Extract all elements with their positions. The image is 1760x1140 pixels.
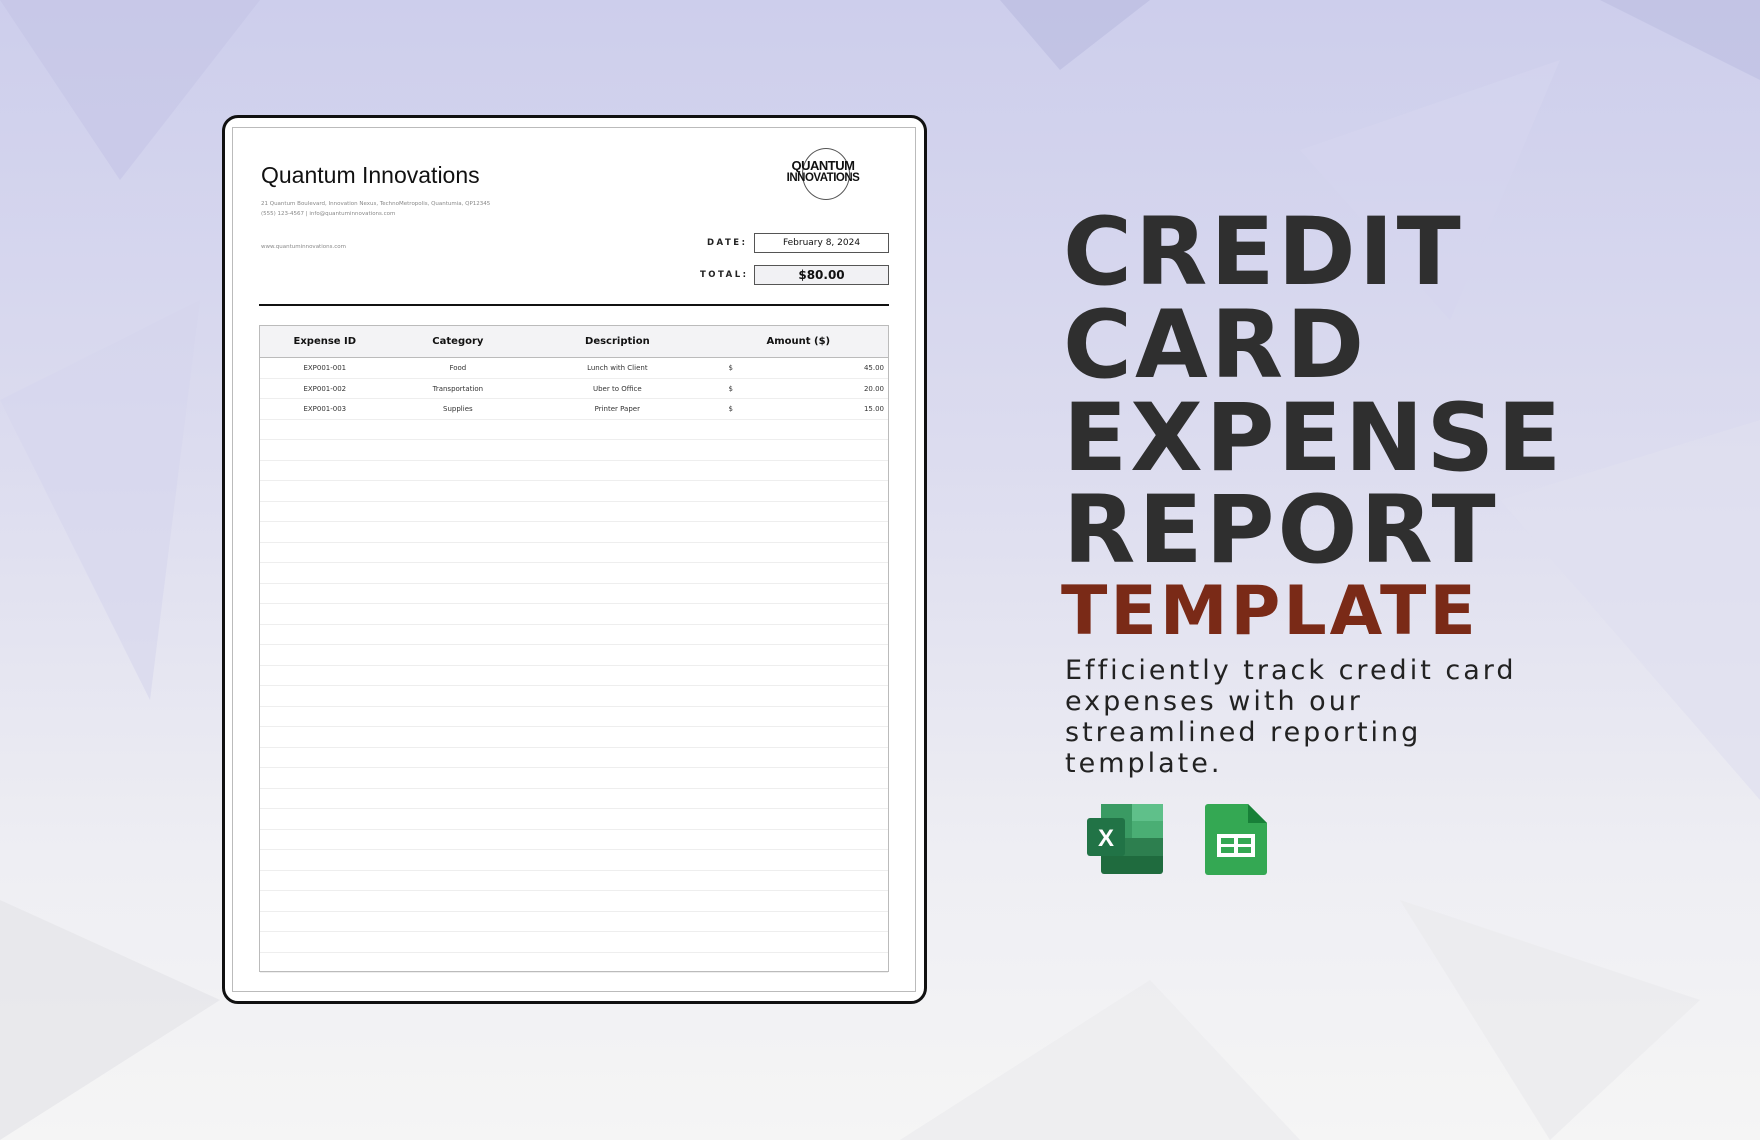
headline-line: EXPENSE [1063, 384, 1565, 493]
cell-category: Supplies [443, 405, 473, 413]
table-row [260, 440, 888, 461]
date-label: DATE: [707, 238, 748, 248]
table-row [260, 420, 888, 440]
divider [259, 304, 889, 306]
cell-expense-id: EXP001-001 [303, 364, 347, 372]
table-row [260, 830, 888, 850]
table-row [260, 481, 888, 502]
company-name: Quantum Innovations [261, 162, 480, 188]
table-row [260, 850, 888, 871]
table-row: EXP001-003 Supplies Printer Paper $15.00 [260, 399, 888, 420]
table-row [260, 768, 888, 789]
header-expense-id: Expense ID [293, 336, 357, 347]
table-row [260, 543, 888, 563]
cell-amount: $20.00 [728, 384, 884, 393]
cell-expense-id: EXP001-003 [303, 405, 347, 413]
table-row [260, 461, 888, 481]
headline-accent: TEMPLATE [1061, 572, 1479, 651]
table-row [260, 871, 888, 891]
cell-amount: $45.00 [728, 364, 884, 372]
table-row [260, 604, 888, 625]
headline-line: CREDIT [1063, 198, 1464, 307]
cell-description: Printer Paper [594, 405, 640, 413]
table-row [260, 686, 888, 707]
cell-description: Uber to Office [592, 384, 642, 393]
table-row [260, 666, 888, 686]
date-field: February 8, 2024 [754, 233, 889, 253]
total-label: TOTAL: [700, 270, 749, 280]
expense-table: Expense ID Category Description Amount (… [259, 325, 889, 973]
cell-description: Lunch with Client [587, 364, 648, 372]
table-row [260, 912, 888, 932]
table-row [260, 522, 888, 543]
headline-line: REPORT [1063, 476, 1499, 585]
company-contact: (555) 123-4567 | info@quantuminnovations… [261, 211, 396, 217]
table-row [260, 645, 888, 666]
svg-text:X: X [1098, 825, 1114, 852]
table-row [260, 707, 888, 727]
table-row [260, 625, 888, 645]
excel-icon: X [1087, 804, 1163, 874]
cell-amount: $15.00 [728, 405, 884, 413]
company-address: 21 Quantum Boulevard, Innovation Nexus, … [261, 201, 491, 207]
description: Efficiently track credit card expenses w… [1065, 655, 1517, 779]
cell-expense-id: EXP001-002 [303, 384, 347, 393]
table-row [260, 953, 888, 973]
table-row [260, 748, 888, 768]
table-row [260, 809, 888, 830]
table-row [260, 789, 888, 809]
total-field: $80.00 [754, 265, 889, 285]
table-row [260, 727, 888, 748]
header-category: Category [432, 336, 484, 347]
headline-line: CARD [1063, 291, 1368, 400]
company-website: www.quantuminnovations.com [261, 244, 346, 250]
cell-category: Transportation [432, 384, 484, 393]
table-row [260, 891, 888, 912]
table-row [260, 502, 888, 522]
table-row: EXP001-001 Food Lunch with Client $45.00 [260, 358, 888, 379]
table-row [260, 932, 888, 953]
table-header: Expense ID Category Description Amount (… [260, 326, 888, 358]
google-sheets-icon [1205, 804, 1267, 875]
header-description: Description [585, 336, 650, 347]
table-row [260, 563, 888, 584]
cell-category: Food [449, 364, 467, 372]
header-amount: Amount ($) [766, 336, 831, 347]
company-logo: QUANTUM INNOVATIONS [782, 148, 864, 200]
table-row: EXP001-002 Transportation Uber to Office $2… [260, 379, 888, 399]
table-row [260, 584, 888, 604]
